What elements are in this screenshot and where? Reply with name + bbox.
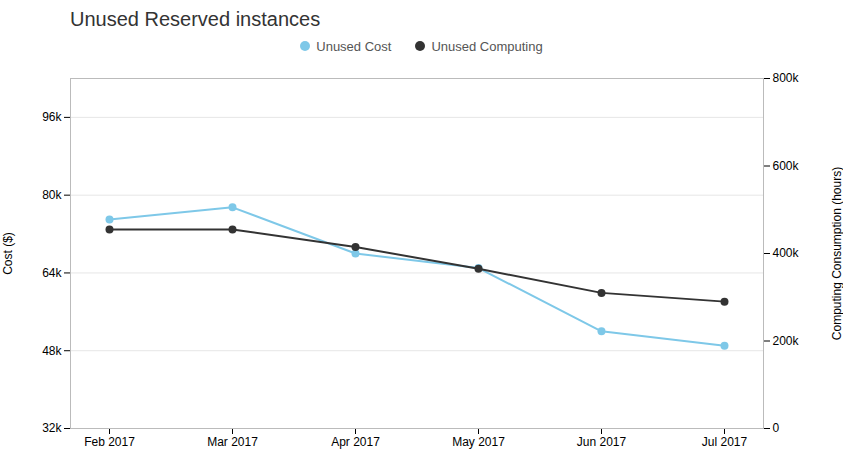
svg-text:Computing Consumption (hours): Computing Consumption (hours) <box>830 167 843 340</box>
svg-text:400k: 400k <box>773 246 800 260</box>
svg-text:96k: 96k <box>42 110 62 124</box>
svg-text:Cost ($): Cost ($) <box>1 232 15 275</box>
svg-text:Feb 2017: Feb 2017 <box>84 435 135 449</box>
svg-text:Jun 2017: Jun 2017 <box>577 435 627 449</box>
svg-text:Mar 2017: Mar 2017 <box>207 435 258 449</box>
html-text:Unused Cost: Unused Cost <box>316 38 392 54</box>
svg-text:64k: 64k <box>42 266 62 280</box>
svg-text:May 2017: May 2017 <box>452 435 505 449</box>
svg-text:80k: 80k <box>42 188 62 202</box>
svg-text:Jul 2017: Jul 2017 <box>702 435 748 449</box>
svg-text:Apr 2017: Apr 2017 <box>331 435 380 449</box>
html-text:Unused Reserved instances: Unused Reserved instances <box>70 8 321 30</box>
svg-text:48k: 48k <box>42 344 62 358</box>
svg-text:32k: 32k <box>42 421 62 435</box>
svg-text:0: 0 <box>773 421 780 435</box>
html-text:Unused Computing: Unused Computing <box>431 38 543 54</box>
svg-text:800k: 800k <box>773 71 800 85</box>
svg-text:200k: 200k <box>773 334 800 348</box>
svg-text:600k: 600k <box>773 159 800 173</box>
